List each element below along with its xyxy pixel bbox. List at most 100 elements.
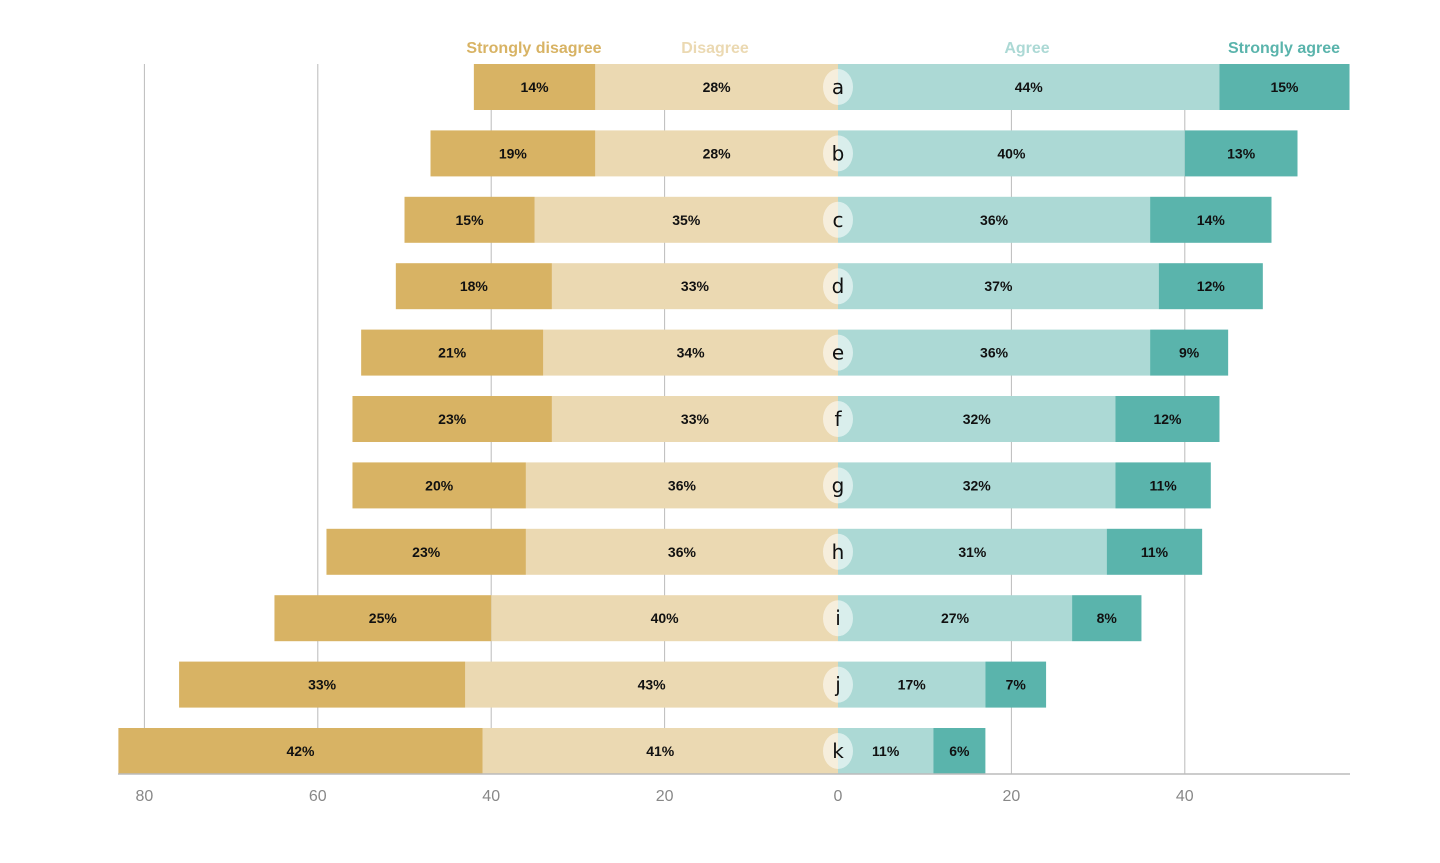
bar-strongly-disagree [361,329,544,376]
data-label: 33% [308,677,337,693]
data-label: 14% [1197,212,1226,228]
category-label: e [832,341,844,365]
category-label: g [832,473,845,497]
data-label: 35% [672,212,701,228]
category-badge [823,666,853,703]
data-label: 44% [1015,79,1044,95]
data-label: 12% [1197,278,1226,294]
x-tick-label: 80 [136,788,154,805]
category-badge [823,401,853,437]
data-label: 41% [646,743,675,759]
bar-strongly-agree [1184,130,1298,177]
bar-strongly-agree [1219,64,1350,110]
bar-strongly-agree [1158,263,1263,310]
data-label: 23% [412,544,441,560]
bars: 28% 14% 44% 15% a 28% 19% 40% 13% b 35% 15% 36% 14% c 3… [118,64,1350,774]
category-badge [823,533,853,570]
bar-strongly-disagree [326,528,526,575]
category-label: h [832,540,845,564]
bar-strongly-agree [1150,196,1272,243]
bar-agree [838,196,1151,243]
bar-strongly-disagree [352,462,526,509]
bar-strongly-disagree [395,263,552,310]
data-label: 32% [963,477,992,493]
bar-strongly-disagree [179,661,466,708]
data-label: 28% [703,145,732,161]
data-label: 33% [681,278,710,294]
data-label: 36% [980,212,1009,228]
bar-disagree [525,462,838,509]
bar-disagree [551,263,838,310]
bar-strongly-agree [933,728,986,774]
category-badge [823,600,853,637]
bar-disagree [525,528,838,575]
category-label: i [835,606,841,630]
data-label: 43% [638,677,667,693]
data-label: 19% [499,145,528,161]
bar-disagree [534,196,838,243]
data-label: 42% [286,743,315,759]
data-label: 13% [1227,145,1256,161]
bar-strongly-disagree [352,396,552,442]
data-label: 27% [941,610,970,626]
category-label: b [832,141,845,165]
category-badge [823,268,853,305]
x-tick-label: 0 [834,788,843,805]
bar-disagree [491,595,838,642]
data-label: 21% [438,345,467,361]
data-label: 28% [703,79,732,95]
data-label: 37% [984,278,1013,294]
data-label: 18% [460,278,489,294]
x-tick-label: 40 [1176,788,1194,805]
category-label: k [832,739,844,763]
bar-strongly-agree [1072,595,1142,642]
data-label: 31% [958,544,987,560]
data-label: 8% [1097,610,1118,626]
bar-strongly-disagree [118,728,483,774]
category-badge [823,201,853,238]
bar-disagree [595,130,838,177]
bar-disagree [595,64,838,110]
bar-strongly-agree [1150,329,1229,376]
data-label: 40% [651,610,680,626]
category-label: c [833,208,844,232]
data-label: 25% [369,610,398,626]
bar-strongly-agree [1115,396,1220,442]
data-label: 11% [1141,544,1169,560]
data-label: 12% [1153,411,1182,427]
data-label: 15% [456,212,485,228]
category-badge [823,334,853,371]
category-badge [823,467,853,504]
legend-item: Agree [1004,40,1049,57]
bar-agree [838,64,1220,110]
bar-strongly-agree [985,661,1047,708]
legend-item: Strongly disagree [466,40,601,57]
bar-agree [838,263,1159,310]
data-label: 40% [997,145,1026,161]
data-label: 34% [677,345,706,361]
data-label: 11% [872,743,900,759]
bar-agree [838,595,1073,642]
bar-agree [838,130,1185,177]
data-label: 36% [980,345,1009,361]
data-label: 36% [668,477,697,493]
category-label: f [834,407,842,431]
data-label: 33% [681,411,710,427]
bar-strongly-disagree [404,196,535,243]
bar-strongly-disagree [473,64,596,110]
bar-strongly-disagree [430,130,596,177]
bar-agree [838,462,1116,509]
x-tick-label: 20 [656,788,674,805]
category-label: a [832,75,844,99]
category-badge [823,135,853,172]
bar-disagree [482,728,838,774]
x-tick-label: 40 [482,788,500,805]
x-tick-label: 20 [1003,788,1021,805]
data-label: 7% [1006,677,1027,693]
category-badge [823,69,853,105]
data-label: 9% [1179,345,1200,361]
bar-disagree [543,329,838,376]
bar-strongly-agree [1115,462,1211,509]
x-axis: 80 60 40 20 0 20 40 [118,773,1350,805]
